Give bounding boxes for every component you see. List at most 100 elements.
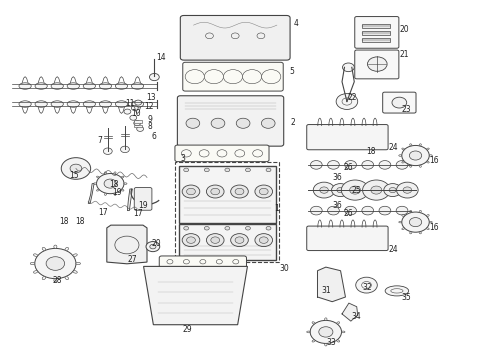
- Circle shape: [61, 158, 91, 179]
- Circle shape: [131, 105, 138, 111]
- Circle shape: [150, 244, 156, 249]
- Circle shape: [403, 187, 412, 193]
- Polygon shape: [107, 225, 147, 264]
- Text: 6: 6: [152, 132, 157, 141]
- Circle shape: [255, 185, 272, 198]
- Ellipse shape: [426, 228, 429, 230]
- Ellipse shape: [104, 172, 107, 174]
- Circle shape: [217, 150, 227, 157]
- Bar: [362, 31, 390, 35]
- Text: 11: 11: [125, 99, 134, 108]
- Circle shape: [200, 260, 206, 264]
- Ellipse shape: [30, 262, 35, 265]
- Ellipse shape: [73, 254, 77, 256]
- Text: 28: 28: [53, 276, 62, 284]
- Ellipse shape: [35, 83, 47, 89]
- Circle shape: [311, 161, 322, 169]
- Circle shape: [70, 164, 82, 173]
- Ellipse shape: [115, 101, 127, 107]
- Circle shape: [261, 118, 275, 128]
- FancyBboxPatch shape: [307, 226, 388, 251]
- Ellipse shape: [54, 245, 57, 248]
- Circle shape: [223, 69, 243, 84]
- Text: 18: 18: [109, 180, 118, 189]
- Ellipse shape: [429, 221, 432, 223]
- Circle shape: [204, 69, 223, 84]
- Circle shape: [206, 185, 224, 198]
- Circle shape: [389, 188, 396, 193]
- Ellipse shape: [419, 144, 421, 146]
- Circle shape: [149, 73, 159, 81]
- Ellipse shape: [325, 343, 327, 346]
- Circle shape: [262, 69, 281, 84]
- Circle shape: [362, 161, 373, 169]
- Ellipse shape: [114, 172, 116, 174]
- Ellipse shape: [312, 322, 315, 324]
- Circle shape: [199, 150, 209, 157]
- Ellipse shape: [426, 148, 429, 150]
- Ellipse shape: [115, 83, 127, 89]
- Circle shape: [345, 206, 356, 215]
- FancyBboxPatch shape: [177, 96, 284, 146]
- Ellipse shape: [67, 83, 79, 89]
- Ellipse shape: [54, 279, 57, 282]
- Text: 19: 19: [138, 201, 148, 210]
- Ellipse shape: [76, 262, 80, 265]
- Circle shape: [186, 118, 200, 128]
- Text: 7: 7: [97, 136, 102, 145]
- Circle shape: [379, 206, 391, 215]
- Circle shape: [337, 188, 344, 193]
- Bar: [134, 120, 142, 123]
- Text: 2: 2: [290, 118, 295, 127]
- Bar: [362, 24, 390, 28]
- Circle shape: [327, 161, 339, 169]
- Circle shape: [187, 237, 196, 243]
- Text: 16: 16: [429, 223, 439, 232]
- Circle shape: [371, 186, 382, 194]
- Circle shape: [235, 150, 245, 157]
- Ellipse shape: [131, 101, 144, 107]
- Circle shape: [184, 226, 189, 230]
- FancyBboxPatch shape: [355, 17, 399, 48]
- Text: 18: 18: [75, 217, 84, 226]
- Circle shape: [216, 260, 222, 264]
- Ellipse shape: [65, 247, 69, 251]
- Circle shape: [311, 206, 322, 215]
- Ellipse shape: [83, 83, 96, 89]
- Ellipse shape: [42, 276, 46, 280]
- Circle shape: [356, 277, 377, 293]
- Ellipse shape: [429, 155, 432, 156]
- Text: 24: 24: [388, 245, 398, 253]
- Text: 10: 10: [131, 109, 141, 118]
- Circle shape: [396, 182, 418, 198]
- Ellipse shape: [385, 286, 409, 296]
- Text: 29: 29: [182, 325, 192, 334]
- Circle shape: [396, 206, 408, 215]
- FancyBboxPatch shape: [179, 224, 276, 260]
- Ellipse shape: [402, 161, 405, 163]
- Ellipse shape: [410, 232, 412, 234]
- Circle shape: [231, 234, 248, 247]
- Circle shape: [392, 97, 407, 108]
- FancyBboxPatch shape: [159, 256, 246, 267]
- Text: 15: 15: [70, 171, 79, 180]
- Text: 1: 1: [274, 204, 279, 213]
- Circle shape: [363, 180, 390, 200]
- Ellipse shape: [124, 183, 127, 184]
- Circle shape: [121, 146, 129, 153]
- Text: 18: 18: [59, 217, 68, 226]
- Circle shape: [204, 168, 209, 172]
- Ellipse shape: [42, 247, 46, 251]
- Ellipse shape: [402, 215, 405, 216]
- Ellipse shape: [51, 101, 63, 107]
- Circle shape: [259, 237, 268, 243]
- Circle shape: [368, 57, 387, 71]
- Circle shape: [211, 188, 220, 195]
- Text: 23: 23: [402, 105, 412, 114]
- Circle shape: [235, 237, 244, 243]
- Ellipse shape: [402, 148, 405, 150]
- Circle shape: [259, 188, 268, 195]
- Circle shape: [103, 148, 112, 154]
- Circle shape: [253, 150, 263, 157]
- Text: 4: 4: [294, 19, 299, 28]
